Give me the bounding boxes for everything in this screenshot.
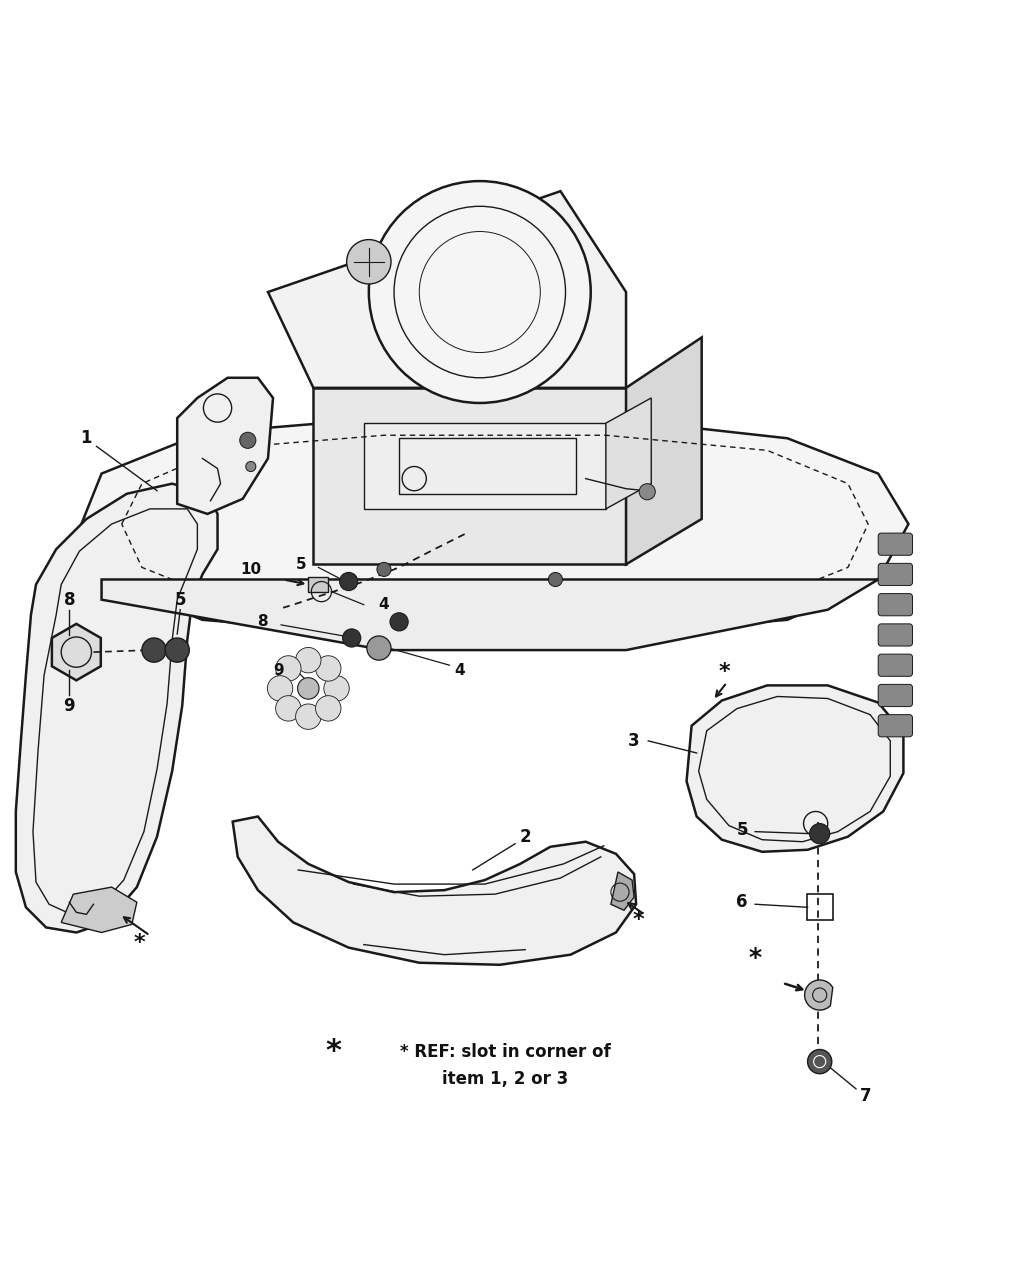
Polygon shape (308, 577, 328, 591)
Text: 8: 8 (258, 614, 269, 630)
Text: 9: 9 (273, 663, 284, 677)
Circle shape (808, 1050, 832, 1074)
Polygon shape (82, 419, 908, 635)
Text: 3: 3 (628, 732, 640, 750)
Text: *: * (134, 933, 145, 952)
Circle shape (346, 239, 391, 284)
Polygon shape (268, 191, 626, 388)
FancyBboxPatch shape (878, 594, 912, 616)
Text: 1: 1 (81, 429, 92, 447)
Text: item 1, 2 or 3: item 1, 2 or 3 (442, 1070, 568, 1088)
Polygon shape (177, 378, 273, 515)
Circle shape (141, 637, 166, 662)
Text: 6: 6 (736, 893, 747, 911)
Circle shape (298, 677, 319, 699)
FancyBboxPatch shape (878, 685, 912, 707)
FancyBboxPatch shape (878, 563, 912, 585)
Circle shape (296, 704, 321, 730)
Polygon shape (626, 338, 702, 564)
FancyBboxPatch shape (878, 532, 912, 556)
Polygon shape (62, 887, 137, 933)
Text: 5: 5 (296, 557, 307, 572)
Circle shape (239, 433, 256, 448)
Polygon shape (102, 580, 878, 650)
Circle shape (276, 655, 301, 681)
Text: 4: 4 (379, 598, 389, 612)
Circle shape (245, 462, 256, 471)
Text: PartsTre: PartsTre (347, 558, 541, 600)
Text: 4: 4 (454, 663, 465, 677)
Circle shape (377, 562, 391, 576)
Polygon shape (606, 398, 651, 509)
Text: 9: 9 (64, 696, 75, 714)
Polygon shape (232, 817, 636, 965)
Circle shape (369, 180, 591, 403)
Circle shape (296, 648, 321, 673)
Text: 2: 2 (519, 828, 531, 846)
Circle shape (639, 484, 655, 499)
Text: 10: 10 (240, 562, 262, 577)
Circle shape (315, 655, 341, 681)
Text: *: * (719, 662, 730, 682)
Text: 5: 5 (736, 820, 747, 838)
Polygon shape (687, 685, 903, 851)
Text: 8: 8 (64, 590, 75, 609)
Circle shape (165, 637, 189, 662)
FancyBboxPatch shape (878, 623, 912, 646)
Text: *: * (748, 946, 762, 970)
Polygon shape (611, 872, 634, 910)
Circle shape (367, 636, 391, 660)
Text: *: * (632, 910, 644, 931)
FancyBboxPatch shape (878, 714, 912, 737)
Circle shape (268, 676, 293, 701)
Polygon shape (52, 623, 101, 681)
Text: ™: ™ (602, 557, 620, 575)
Polygon shape (805, 980, 833, 1010)
Text: *: * (325, 1037, 341, 1066)
Circle shape (315, 695, 341, 721)
FancyBboxPatch shape (878, 654, 912, 676)
Text: * REF: slot in corner of: * REF: slot in corner of (400, 1042, 610, 1061)
Polygon shape (16, 484, 217, 933)
Polygon shape (313, 388, 626, 564)
Circle shape (276, 695, 301, 721)
Circle shape (342, 628, 361, 648)
Circle shape (339, 572, 358, 590)
Circle shape (324, 676, 349, 701)
Polygon shape (364, 424, 606, 509)
Circle shape (548, 572, 563, 586)
Text: 5: 5 (175, 590, 186, 609)
Circle shape (810, 823, 830, 844)
Circle shape (390, 613, 408, 631)
Text: 7: 7 (861, 1087, 872, 1105)
